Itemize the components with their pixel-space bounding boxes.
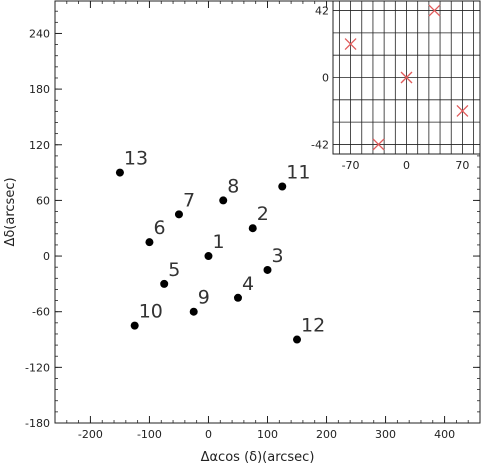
y-tick-label: 240 xyxy=(29,27,50,40)
y-tick-label: -180 xyxy=(25,417,50,430)
point-label: 5 xyxy=(168,259,180,281)
inset-x-marker xyxy=(372,138,385,151)
data-point xyxy=(204,252,213,261)
data-point xyxy=(115,168,124,177)
y-tick-label: -120 xyxy=(25,361,50,374)
inset-x-marker xyxy=(428,4,441,17)
inset-x-marker-stroke xyxy=(400,71,413,84)
point-label: 9 xyxy=(198,287,210,309)
inset-y-tick-label: -42 xyxy=(311,138,329,151)
point-label: 1 xyxy=(212,231,224,253)
data-point xyxy=(189,307,198,316)
data-point xyxy=(145,238,154,247)
inset-x-marker-stroke xyxy=(344,38,357,50)
x-tick-label: 200 xyxy=(316,428,337,441)
data-point xyxy=(130,321,139,330)
point-label: 8 xyxy=(227,175,239,197)
point-label: 10 xyxy=(139,301,163,323)
y-tick-label: 0 xyxy=(43,250,50,263)
y-tick-label: 120 xyxy=(29,139,50,152)
y-axis-title: Δδ(arcsec) xyxy=(3,177,18,246)
inset-x-marker xyxy=(456,105,469,117)
x-tick-label: 100 xyxy=(257,428,278,441)
x-tick-label: -100 xyxy=(137,428,162,441)
inset-y-tick-label: 0 xyxy=(322,72,329,85)
point-label: 7 xyxy=(183,189,195,211)
inset-x-tick-label: 0 xyxy=(403,159,410,172)
point-label: 3 xyxy=(272,245,284,267)
x-tick-label: 0 xyxy=(205,428,212,441)
data-point xyxy=(248,224,257,233)
y-tick-label: 180 xyxy=(29,83,50,96)
inset-x-marker xyxy=(400,71,413,84)
data-point xyxy=(174,210,183,219)
inset-y-tick-label: 42 xyxy=(315,5,329,18)
inset-x-marker-stroke xyxy=(428,4,441,17)
data-point xyxy=(233,293,242,302)
x-axis-title: Δαcos (δ)(arcsec) xyxy=(201,450,315,465)
x-tick-label: 400 xyxy=(434,428,455,441)
data-point xyxy=(219,196,228,205)
data-point xyxy=(293,335,302,344)
inset-x-marker xyxy=(344,38,357,50)
inset-x-marker-stroke xyxy=(456,105,469,117)
inset-x-marker-stroke xyxy=(372,138,385,151)
point-label: 12 xyxy=(301,315,325,337)
point-label: 13 xyxy=(124,148,148,170)
data-point xyxy=(278,182,287,191)
x-tick-label: -200 xyxy=(78,428,103,441)
x-tick-label: 300 xyxy=(375,428,396,441)
point-label: 2 xyxy=(257,203,269,225)
point-label: 11 xyxy=(286,161,310,183)
point-label: 4 xyxy=(242,273,254,295)
inset-x-tick-label: -70 xyxy=(342,159,360,172)
inset-x-tick-label: 70 xyxy=(455,159,469,172)
y-tick-label: -60 xyxy=(32,306,50,319)
data-point xyxy=(160,279,169,288)
y-tick-label: 60 xyxy=(36,194,50,207)
point-label: 6 xyxy=(153,217,165,239)
data-point xyxy=(263,265,272,274)
